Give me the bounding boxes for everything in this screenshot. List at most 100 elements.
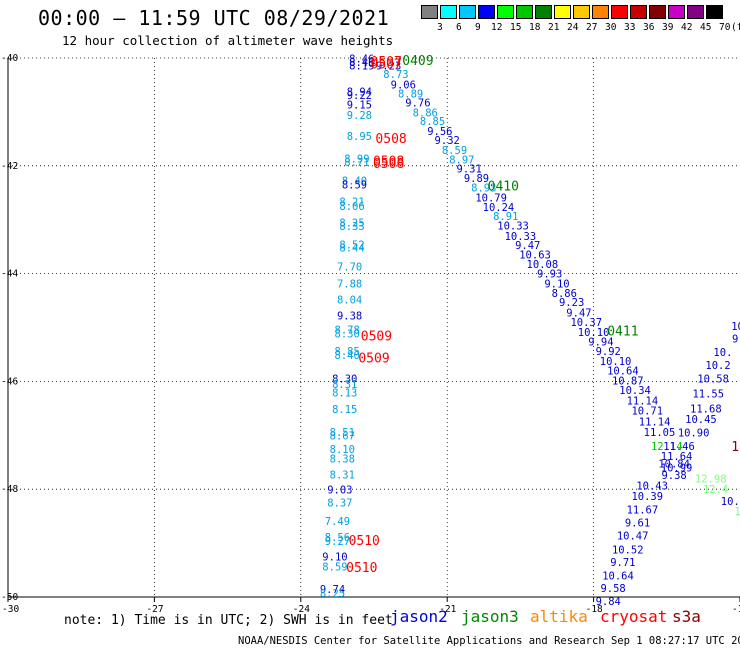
wave-height-label: 8.86: [413, 107, 438, 119]
chart-title: 00:00 – 11:59 UTC 08/29/2021: [38, 6, 390, 30]
wave-height-label: 12.98: [695, 473, 727, 485]
legend-bin-label: 12: [491, 22, 503, 33]
wave-height-label: 10.99: [661, 463, 693, 475]
x-tick-label: -30: [2, 604, 19, 615]
wave-height-label: 10.71: [631, 406, 663, 418]
satellite-legend-s3a: s3a: [672, 607, 701, 626]
satellite-legend-altika: altika: [530, 607, 588, 626]
wave-height-label: 8.31: [332, 379, 357, 391]
wave-height-label: 9.23: [559, 297, 584, 309]
wave-height-label: 11.67: [627, 505, 659, 517]
legend-swatch: [535, 5, 552, 19]
wave-height-label: 7.88: [337, 278, 362, 290]
y-tick-label: -50: [1, 592, 18, 603]
wave-height-label: 9.32: [435, 135, 460, 147]
wave-height-label: 9.94: [588, 337, 613, 349]
wave-height-label: 8.13: [332, 388, 357, 400]
satellite-legend-cryosat: cryosat: [600, 607, 668, 626]
wave-height-label: 8.95: [347, 131, 372, 143]
wave-height-label: 8.40: [342, 175, 367, 187]
wave-height-label: 8.56: [325, 532, 350, 544]
wave-height-label: 8.89: [398, 89, 423, 101]
wave-height-label: 10.10: [578, 327, 610, 339]
wave-height-label: 11.46: [663, 441, 695, 453]
wave-height-label: 10.: [713, 347, 732, 359]
y-tick-label: -46: [1, 376, 18, 387]
wave-height-label: 8.85: [420, 116, 445, 128]
wave-height-label: 10.37: [570, 317, 602, 329]
pass-time-label: 0509: [358, 352, 389, 367]
wave-height-label: 9.93: [537, 269, 562, 281]
wave-height-label: 10.63: [519, 250, 551, 262]
wave-height-label: 9.10: [544, 278, 569, 290]
wave-height-label: 10.34: [619, 385, 651, 397]
wave-height-label: 10.84: [658, 458, 690, 470]
legend-bin-label: 27: [586, 22, 598, 33]
legend-swatch: [478, 5, 495, 19]
wave-height-label: 10: [731, 321, 740, 333]
wave-height-label: 8.37: [327, 498, 352, 510]
wave-height-label: 9.22: [347, 90, 372, 102]
wave-height-label: 8.78: [335, 325, 360, 337]
y-tick-label: -48: [1, 484, 18, 495]
wave-height-label: 10.52: [612, 545, 644, 557]
wave-height-label: 10.24: [483, 202, 515, 214]
wave-height-label: 8.52: [339, 239, 364, 251]
wave-height-label: 8.31: [330, 470, 355, 482]
wave-height-label: 9.58: [600, 583, 625, 595]
y-tick-label: -40: [1, 53, 18, 64]
legend-swatch: [687, 5, 704, 19]
wave-height-label: 7.49: [325, 516, 350, 528]
wave-height-label: 8.99: [344, 153, 369, 165]
wave-height-label: 9.74: [320, 584, 345, 596]
wave-height-label: 8.15: [332, 404, 357, 416]
legend-bin-label: 6: [456, 22, 462, 33]
x-tick-label: -18: [586, 604, 603, 615]
wave-height-label: 10.2: [705, 360, 730, 372]
wave-height-label: 8.21: [339, 196, 364, 208]
legend-bin-label: 30: [605, 22, 617, 33]
legend-bin-label: 45: [700, 22, 712, 33]
legend-bin-label: 70: [719, 22, 731, 33]
legend-swatch: [516, 5, 533, 19]
wave-height-label: 10.33: [497, 221, 529, 233]
wave-height-label: 9.92: [596, 346, 621, 358]
wave-height-label: 10.: [721, 496, 740, 508]
wave-height-label: 8.67: [330, 430, 355, 442]
legend-swatch: [459, 5, 476, 19]
wave-height-labels: 8.468.468.19 9.238.739.068.949.22 8.899.15…: [320, 54, 740, 608]
wave-height-label: 8.91: [493, 211, 518, 223]
pass-time-label: 0410: [488, 180, 519, 195]
pass-time-label: 1: [731, 440, 739, 455]
wave-height-label: 8.25: [339, 217, 364, 229]
wave-height-label: 11.68: [690, 403, 722, 415]
legend-bin-label: 9: [475, 22, 481, 33]
pass-time-label: 0509: [361, 330, 392, 345]
legend-unit-label: (ft): [731, 22, 740, 33]
wave-height-label: 11.14: [627, 395, 659, 407]
wave-height-label: 9.56: [427, 126, 452, 138]
wave-height-label: 10.43: [636, 480, 668, 492]
wave-height-label: 10.45: [685, 414, 717, 426]
wave-height-label: 8.44: [339, 243, 364, 255]
axes: [7, 58, 740, 602]
y-tick-label: -42: [1, 161, 18, 172]
wave-height-label: 8.73: [383, 69, 408, 81]
pass-time-label: 0508: [373, 157, 404, 172]
legend-swatch: [706, 5, 723, 19]
wave-height-label: 9.31: [457, 163, 482, 175]
legend-swatch: [668, 5, 685, 19]
wave-height-label: 9.28: [347, 110, 372, 122]
wave-height-label: 8.59: [442, 145, 467, 157]
pass-time-label: 0507: [371, 55, 402, 70]
wave-height-label: 8.59: [322, 561, 347, 573]
wave-height-label: 9.10: [322, 552, 347, 564]
wave-height-label: 9.38: [661, 470, 686, 482]
legend-bin-label: 18: [529, 22, 541, 33]
pass-time-label: 0510: [346, 561, 377, 576]
legend-swatch: [440, 5, 457, 19]
wave-height-label: 8.94: [347, 86, 372, 98]
wave-height-label: 9.38: [337, 311, 362, 323]
y-tick-label: -44: [1, 269, 18, 280]
